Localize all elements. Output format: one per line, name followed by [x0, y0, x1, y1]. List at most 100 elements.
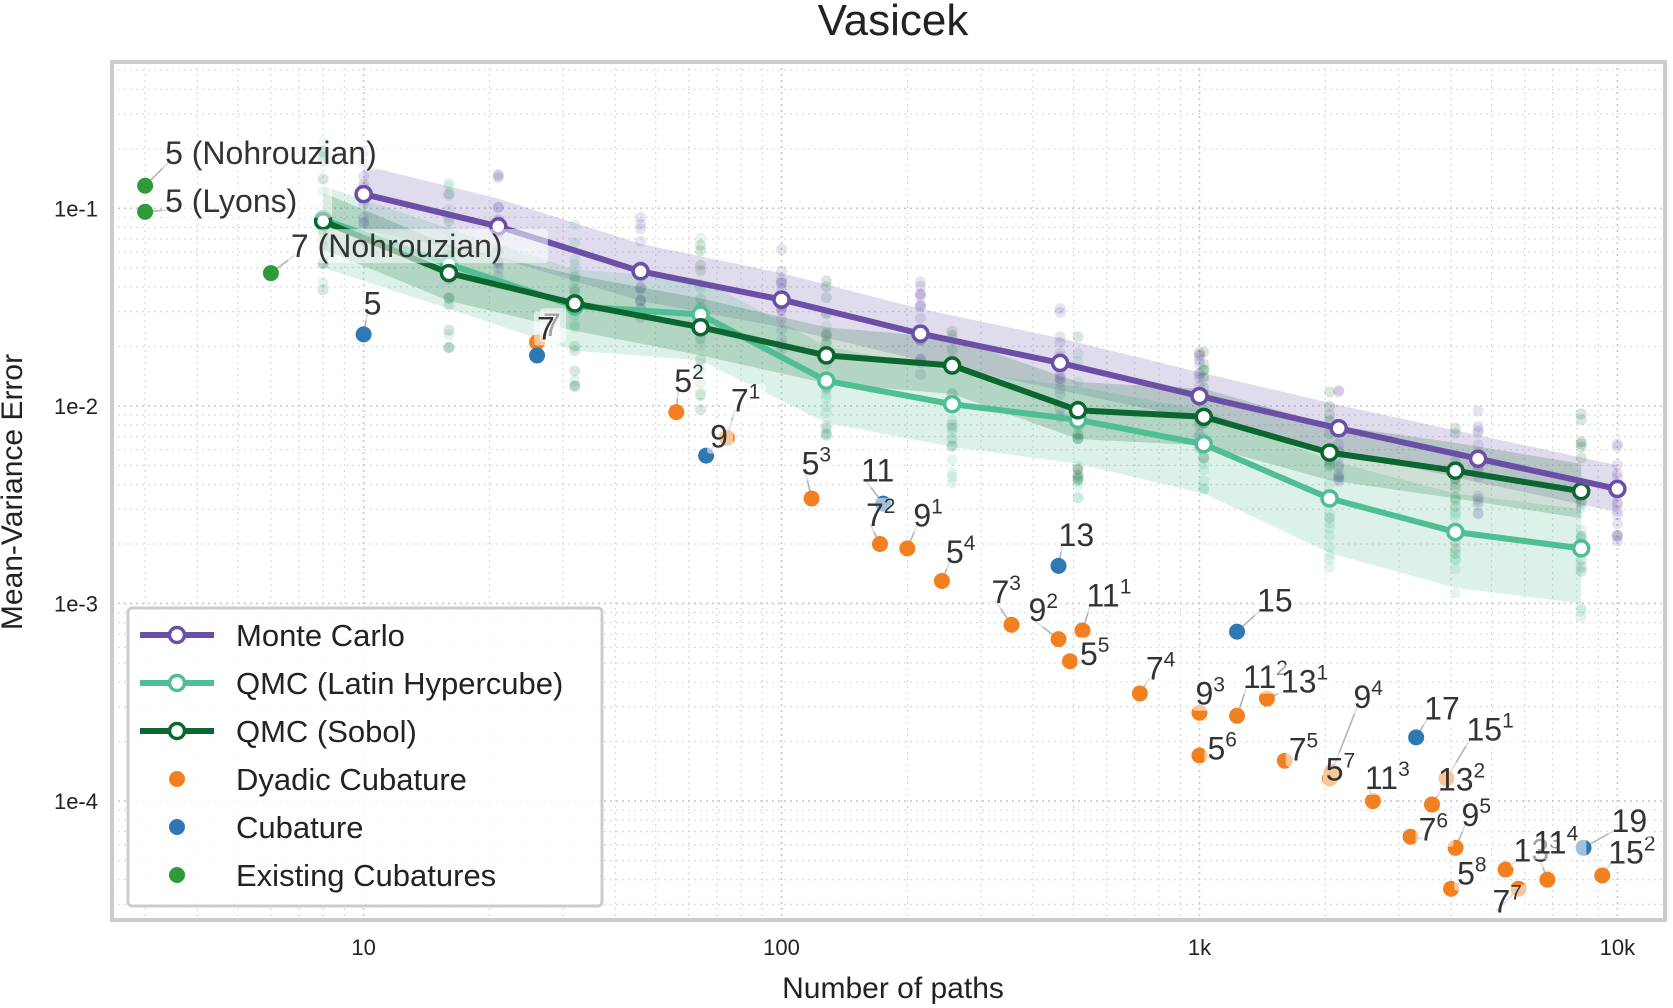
sample-point: [776, 277, 788, 289]
sample-point: [820, 428, 832, 440]
dyadic-cubature-point-73: [1003, 616, 1020, 633]
annotation-backdrop: [1361, 761, 1418, 796]
sample-point: [635, 212, 647, 224]
dyadic-cubature-point-112: [1229, 707, 1246, 724]
sample-point: [1054, 388, 1066, 400]
series-marker-qmc-sobol-: [1068, 401, 1088, 420]
series-line-monte-carlo: [362, 191, 1619, 492]
sample-point: [443, 342, 455, 354]
sample-point: [635, 284, 647, 296]
sample-point: [569, 263, 581, 275]
sample-point: [1054, 331, 1066, 343]
sample-point: [1449, 587, 1461, 599]
y-axis-label: Mean-Variance Error: [0, 354, 29, 630]
annotation-existing-cubatures-5 (Nohrouzian): 5 (Nohrouzian): [165, 135, 377, 171]
annotation-cubature-19: 19: [1612, 803, 1648, 839]
annotation-backdrop: [162, 135, 423, 170]
annotation-cubature-11: 11: [861, 453, 894, 489]
sample-point: [946, 467, 958, 479]
annotation-superscript: 3: [1398, 758, 1410, 781]
annotation-superscript: 5: [1479, 795, 1491, 818]
sample-point: [914, 368, 926, 380]
series-marker-qmc-latin-hypercube-: [817, 371, 836, 391]
dyadic-cubature-point-131: [1258, 690, 1275, 707]
sample-point: [1324, 507, 1336, 519]
dyadic-cubature-point-152: [1594, 867, 1611, 884]
sample-point: [443, 292, 455, 304]
sample-point: [492, 201, 504, 213]
annotation-superscript: 5: [1098, 634, 1110, 657]
sample-point: [443, 190, 455, 202]
sample-point: [1198, 483, 1210, 495]
sample-point: [914, 298, 926, 310]
axis-ticks: 10 100 1k 10k 1e-1 1e-2 1e-3 1e-4: [54, 196, 1636, 960]
sample-point: [1324, 478, 1336, 490]
cubature-point-7: [529, 347, 546, 364]
annotation-backdrop: [1083, 578, 1140, 613]
dyadic-cubature-point-56: [1191, 747, 1208, 764]
legend-swatch-dyadic-cubature: [169, 771, 185, 787]
annotation-superscript: 5: [1307, 730, 1319, 753]
legend-box: [126, 606, 604, 908]
series-marker-monte-carlo: [631, 262, 650, 281]
sample-point: [776, 277, 788, 289]
sample-point: [695, 404, 707, 416]
sample-point: [946, 419, 958, 431]
sample-point: [776, 274, 788, 286]
sample-point: [1449, 495, 1461, 507]
sample-point: [492, 168, 504, 180]
annotation-existing-cubatures-5 (Lyons): 5 (Lyons): [165, 183, 297, 219]
annotation-cubature-7: 7: [537, 310, 555, 346]
sample-point: [946, 414, 958, 426]
sample-point: [1054, 383, 1066, 395]
annotation-cubature-17: 17: [1424, 690, 1460, 726]
sample-point: [1333, 459, 1345, 471]
annotation-dyadic-cubature-74: 74: [1146, 649, 1176, 687]
annotation-backdrop: [727, 383, 766, 418]
sample-point: [635, 294, 647, 306]
plot-border: [110, 60, 1667, 922]
sample-point: [820, 389, 832, 401]
sample-point: [776, 243, 788, 255]
sample-point: [1449, 427, 1461, 439]
sample-point: [1449, 543, 1461, 555]
cubature-point-13: [1050, 557, 1067, 574]
sample-point: [1324, 460, 1336, 472]
annotation-superscript: 8: [1475, 854, 1487, 877]
annotation-superscript: 2: [1644, 832, 1656, 855]
sample-point: [1575, 436, 1587, 448]
sample-point: [1054, 373, 1066, 385]
chart-title: Vasicek: [818, 0, 970, 45]
sample-point: [569, 253, 581, 265]
sample-point: [443, 292, 455, 304]
annotation-backdrop: [671, 364, 710, 399]
sample-point: [820, 422, 832, 434]
annotation-backdrop: [988, 574, 1027, 609]
sample-point: [914, 301, 926, 313]
sample-point: [492, 172, 504, 184]
sample-point: [1575, 554, 1587, 566]
sample-point: [635, 235, 647, 247]
sample-point: [1472, 508, 1484, 520]
annotation-backdrop: [1142, 651, 1181, 686]
sample-point: [1198, 346, 1210, 358]
sample-point: [914, 276, 926, 288]
sample-point: [820, 275, 832, 287]
annotation-cubature-15: 15: [1257, 583, 1293, 619]
sample-point: [1575, 524, 1587, 536]
series-marker-qmc-latin-hypercube-: [1320, 489, 1339, 508]
sample-point: [1054, 336, 1066, 348]
sample-point: [1575, 562, 1587, 574]
sample-point: [569, 237, 581, 249]
annotation-superscript: 1: [1120, 575, 1132, 598]
annotation-backdrop: [1421, 691, 1466, 726]
sample-point: [820, 401, 832, 413]
annotation-backdrop: [1285, 732, 1324, 767]
sample-point: [695, 245, 707, 257]
annotation-superscript: 1: [1502, 710, 1514, 733]
sample-point: [776, 313, 788, 325]
sample-point: [946, 344, 958, 356]
sample-point: [1333, 475, 1345, 487]
band-qmc-latin-hypercube-: [323, 185, 1582, 604]
existing-cubatures-point-7 (Nohrouzian): [262, 265, 279, 282]
